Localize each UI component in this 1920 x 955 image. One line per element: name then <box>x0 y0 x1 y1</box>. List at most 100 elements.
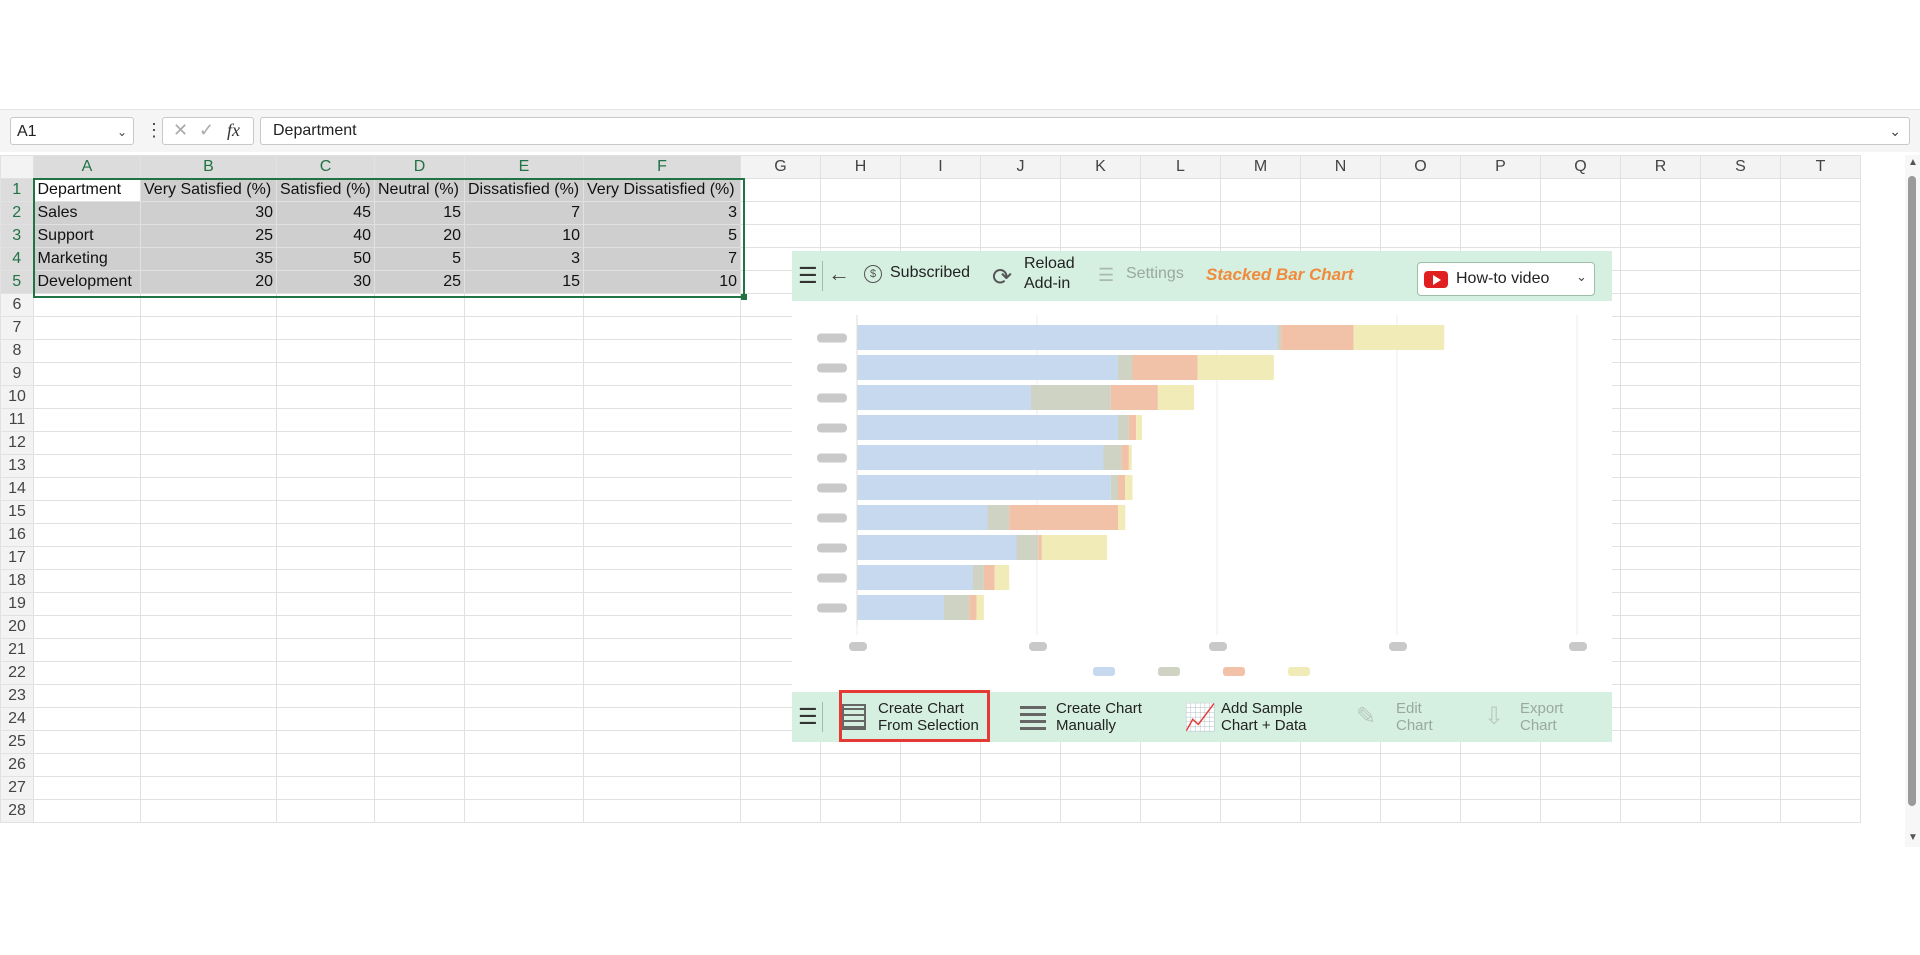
cell[interactable] <box>1780 776 1861 800</box>
cell[interactable]: 40 <box>276 224 375 248</box>
cell[interactable] <box>33 730 141 754</box>
row-header[interactable]: 14 <box>0 477 34 501</box>
cell[interactable] <box>464 454 584 478</box>
cell[interactable] <box>820 178 901 202</box>
cell[interactable] <box>583 753 741 777</box>
cell[interactable] <box>1780 753 1861 777</box>
cell[interactable]: 7 <box>583 247 741 271</box>
cell[interactable] <box>1620 569 1701 593</box>
cell[interactable] <box>900 753 981 777</box>
cell[interactable] <box>1620 592 1701 616</box>
cell[interactable] <box>464 753 584 777</box>
cell[interactable] <box>33 408 141 432</box>
cell[interactable] <box>1620 730 1701 754</box>
cell[interactable] <box>464 615 584 639</box>
cell[interactable] <box>1620 316 1701 340</box>
cell[interactable] <box>1620 178 1701 202</box>
row-header[interactable]: 1 <box>0 178 35 202</box>
row-header[interactable]: 8 <box>0 339 34 363</box>
cell[interactable] <box>1700 454 1781 478</box>
cell[interactable] <box>374 799 465 823</box>
column-header[interactable]: E <box>464 155 584 180</box>
cell[interactable] <box>1540 753 1621 777</box>
cell[interactable] <box>1460 178 1541 202</box>
cell[interactable] <box>1700 684 1781 708</box>
cell[interactable] <box>740 224 821 248</box>
cell[interactable] <box>464 316 584 340</box>
cell[interactable] <box>900 201 981 225</box>
cell[interactable] <box>140 293 277 317</box>
column-header[interactable]: R <box>1620 155 1701 179</box>
cell[interactable] <box>464 408 584 432</box>
cell[interactable] <box>1700 201 1781 225</box>
cell[interactable] <box>464 431 584 455</box>
cell[interactable] <box>1700 730 1781 754</box>
cell[interactable] <box>464 500 584 524</box>
cell[interactable]: Satisfied (%) <box>276 178 375 202</box>
cell[interactable] <box>33 431 141 455</box>
cell[interactable] <box>1620 431 1701 455</box>
cell[interactable] <box>374 385 465 409</box>
cell[interactable] <box>900 224 981 248</box>
cell[interactable] <box>583 523 741 547</box>
cell[interactable] <box>33 546 141 570</box>
cell[interactable] <box>464 638 584 662</box>
cell[interactable] <box>583 730 741 754</box>
cell[interactable] <box>1780 201 1861 225</box>
cell[interactable] <box>374 523 465 547</box>
row-header[interactable]: 15 <box>0 500 34 524</box>
cell[interactable] <box>374 339 465 363</box>
cell[interactable] <box>1620 247 1701 271</box>
column-header[interactable]: T <box>1780 155 1861 179</box>
cell[interactable] <box>1540 224 1621 248</box>
cell[interactable] <box>1140 224 1221 248</box>
cell[interactable]: Support <box>33 224 141 248</box>
cell[interactable]: Department <box>33 178 141 202</box>
cell[interactable] <box>374 316 465 340</box>
cell[interactable] <box>374 776 465 800</box>
cell[interactable] <box>1700 362 1781 386</box>
cell[interactable] <box>583 546 741 570</box>
cell[interactable] <box>1780 500 1861 524</box>
cell[interactable] <box>1460 753 1541 777</box>
cell[interactable] <box>1220 201 1301 225</box>
cell[interactable] <box>1620 362 1701 386</box>
row-header[interactable]: 10 <box>0 385 34 409</box>
cell[interactable]: 15 <box>464 270 584 294</box>
cell[interactable] <box>276 684 375 708</box>
cell[interactable] <box>1620 293 1701 317</box>
cell[interactable] <box>1700 477 1781 501</box>
cell[interactable]: 20 <box>140 270 277 294</box>
cell[interactable] <box>1380 178 1461 202</box>
select-all-corner[interactable] <box>0 155 34 179</box>
edit-chart-button[interactable]: ✎ Edit Chart <box>1356 700 1456 736</box>
cell[interactable] <box>1140 178 1221 202</box>
cell[interactable] <box>140 569 277 593</box>
cell[interactable] <box>276 707 375 731</box>
row-header[interactable]: 27 <box>0 776 34 800</box>
cell[interactable]: 10 <box>464 224 584 248</box>
cell[interactable] <box>140 730 277 754</box>
column-header[interactable]: J <box>980 155 1061 179</box>
cell[interactable] <box>1780 178 1861 202</box>
row-header[interactable]: 9 <box>0 362 34 386</box>
fill-handle[interactable] <box>741 294 747 300</box>
column-header[interactable]: L <box>1140 155 1221 179</box>
cell[interactable]: 30 <box>140 201 277 225</box>
cell[interactable] <box>374 684 465 708</box>
cell[interactable] <box>980 753 1061 777</box>
row-header[interactable]: 17 <box>0 546 34 570</box>
row-header[interactable]: 6 <box>0 293 34 317</box>
column-header[interactable]: O <box>1380 155 1461 179</box>
cell[interactable] <box>464 661 584 685</box>
create-chart-manually-button[interactable]: Create Chart Manually <box>1020 700 1160 736</box>
cell[interactable]: 50 <box>276 247 375 271</box>
column-header[interactable]: H <box>820 155 901 179</box>
row-header[interactable]: 26 <box>0 753 34 777</box>
cell[interactable] <box>1620 615 1701 639</box>
cell[interactable] <box>374 477 465 501</box>
cell[interactable] <box>583 569 741 593</box>
cell[interactable]: 3 <box>583 201 741 225</box>
cell[interactable]: 5 <box>374 247 465 271</box>
cell[interactable] <box>1140 776 1221 800</box>
